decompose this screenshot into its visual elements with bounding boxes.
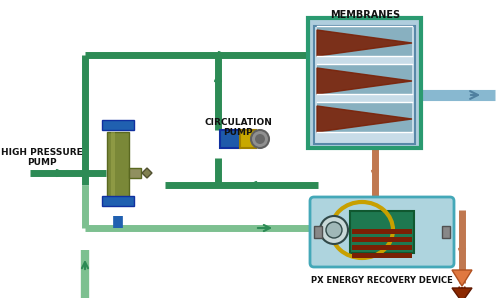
- Text: PX ENERGY RECOVERY DEVICE: PX ENERGY RECOVERY DEVICE: [311, 276, 453, 285]
- FancyBboxPatch shape: [352, 253, 412, 258]
- Polygon shape: [142, 168, 152, 178]
- FancyBboxPatch shape: [352, 245, 412, 250]
- Circle shape: [320, 216, 348, 244]
- Circle shape: [251, 130, 269, 148]
- Text: CIRCULATION
PUMP: CIRCULATION PUMP: [204, 118, 272, 137]
- FancyBboxPatch shape: [442, 226, 450, 238]
- FancyBboxPatch shape: [314, 226, 322, 238]
- FancyBboxPatch shape: [317, 64, 412, 94]
- FancyBboxPatch shape: [129, 168, 141, 178]
- FancyBboxPatch shape: [317, 102, 412, 132]
- Text: MEMBRANES: MEMBRANES: [330, 10, 400, 20]
- FancyBboxPatch shape: [240, 130, 256, 148]
- FancyBboxPatch shape: [308, 18, 421, 148]
- FancyBboxPatch shape: [352, 237, 412, 242]
- Polygon shape: [452, 288, 472, 298]
- Polygon shape: [452, 270, 472, 286]
- FancyBboxPatch shape: [310, 197, 454, 267]
- Polygon shape: [317, 106, 412, 132]
- FancyBboxPatch shape: [102, 196, 134, 206]
- FancyBboxPatch shape: [111, 132, 115, 204]
- Polygon shape: [317, 68, 412, 94]
- Circle shape: [255, 134, 265, 144]
- FancyBboxPatch shape: [107, 132, 129, 204]
- FancyBboxPatch shape: [317, 26, 412, 56]
- Polygon shape: [317, 30, 412, 56]
- Circle shape: [326, 222, 342, 238]
- Text: HIGH PRESSURE
PUMP: HIGH PRESSURE PUMP: [1, 148, 83, 167]
- FancyBboxPatch shape: [350, 211, 414, 253]
- FancyBboxPatch shape: [352, 229, 412, 234]
- FancyBboxPatch shape: [102, 120, 134, 130]
- FancyBboxPatch shape: [220, 130, 240, 148]
- FancyBboxPatch shape: [314, 26, 415, 144]
